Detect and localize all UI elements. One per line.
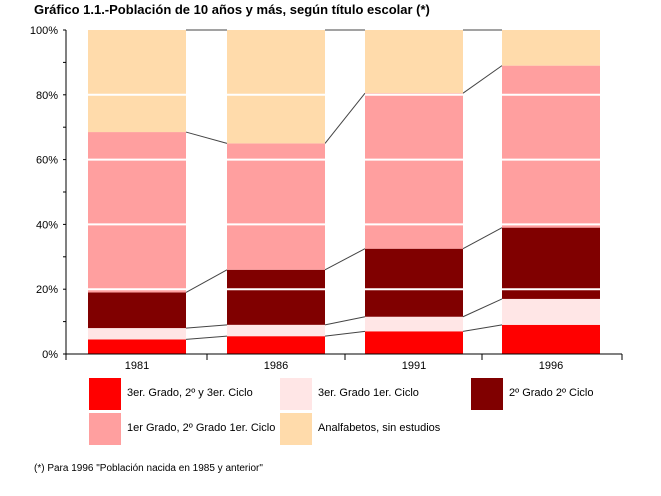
bar-segment xyxy=(88,30,186,133)
legend-label: 1er Grado, 2º Grado 1er. Ciclo xyxy=(127,422,276,434)
chart-title: Gráfico 1.1.-Población de 10 años y más,… xyxy=(34,2,430,17)
bar-segment xyxy=(365,331,463,354)
bar-segment xyxy=(365,30,463,94)
x-tick-label: 1991 xyxy=(402,360,426,372)
bar-segment xyxy=(365,248,463,317)
bar-segment xyxy=(227,30,325,144)
bar-segment xyxy=(502,227,600,299)
bar-segment xyxy=(88,132,186,293)
bar-segment xyxy=(365,93,463,249)
y-tick-label: 40% xyxy=(36,219,58,231)
bar-segment xyxy=(227,336,325,354)
connector-line xyxy=(185,269,228,293)
legend-swatch xyxy=(471,378,503,410)
bars xyxy=(88,30,600,354)
footnote: (*) Para 1996 "Población nacida en 1985 … xyxy=(34,463,263,474)
legend-swatch xyxy=(89,378,121,410)
legend-label: 3er. Grado 1er. Ciclo xyxy=(318,387,419,399)
connector-line xyxy=(185,131,228,144)
legend-swatch xyxy=(280,413,312,445)
bar-segment xyxy=(365,316,463,332)
connector-line xyxy=(462,298,503,318)
bar-segment xyxy=(502,298,600,325)
x-tick-label: 1996 xyxy=(539,360,563,372)
connector-line xyxy=(324,330,366,337)
connector-line xyxy=(462,65,503,94)
x-tick-label: 1981 xyxy=(125,360,149,372)
bar-segment xyxy=(227,324,325,337)
bar-segment xyxy=(88,339,186,354)
connector-lines xyxy=(185,29,503,340)
y-tick-label: 60% xyxy=(36,155,58,167)
connector-line xyxy=(462,227,503,250)
y-tick-label: 0% xyxy=(42,349,58,361)
connector-line xyxy=(324,248,366,271)
y-tick-label: 80% xyxy=(36,90,58,102)
legend-label: Analfabetos, sin estudios xyxy=(318,422,441,434)
axes: 0% 20% 40% 60% 80% 100% 1981 1986 1991 1996 xyxy=(30,25,623,372)
connector-line xyxy=(324,316,366,326)
bar-segment xyxy=(227,269,325,325)
y-tick-label: 20% xyxy=(36,284,58,296)
legend-label: 2º Grado 2º Ciclo xyxy=(509,387,594,399)
bar-segment xyxy=(502,65,600,228)
bar-segment xyxy=(502,30,600,66)
connector-line xyxy=(185,324,228,329)
bar-segment xyxy=(88,328,186,340)
bar-segment xyxy=(227,143,325,270)
x-tick-label: 1986 xyxy=(264,360,288,372)
connector-line xyxy=(462,324,503,332)
legend-label: 3er. Grado, 2º y 3er. Ciclo xyxy=(127,387,253,399)
legend-swatch xyxy=(280,378,312,410)
y-tick-label: 100% xyxy=(30,25,58,37)
bar-segment xyxy=(502,324,600,354)
connector-line xyxy=(185,335,228,340)
legend-swatch xyxy=(89,413,121,445)
connector-line xyxy=(324,92,366,144)
bar-segment xyxy=(88,292,186,329)
